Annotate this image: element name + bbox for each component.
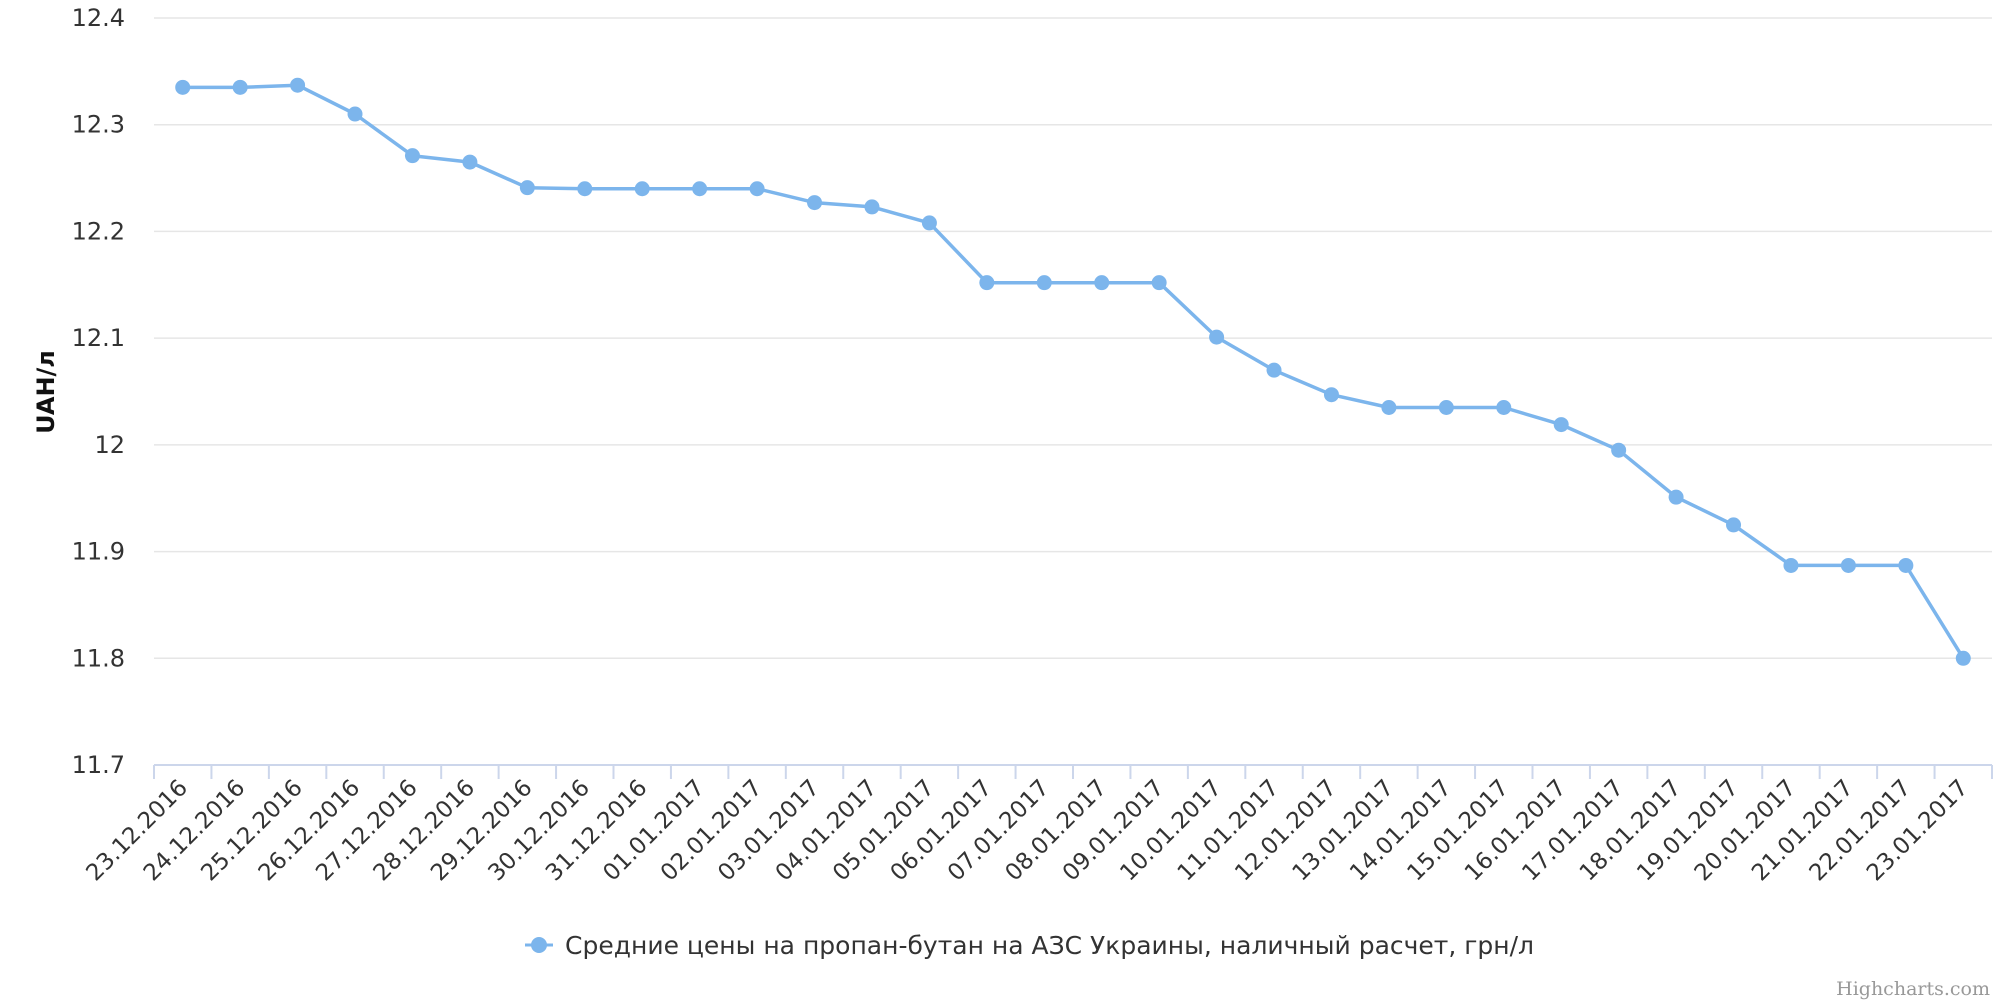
data-point[interactable] xyxy=(692,181,708,197)
data-point[interactable] xyxy=(1726,517,1742,533)
data-point[interactable] xyxy=(1553,417,1569,433)
data-point[interactable] xyxy=(404,148,420,164)
y-tick-label: 12.4 xyxy=(72,4,125,32)
data-point[interactable] xyxy=(1611,442,1627,458)
series-line xyxy=(182,83,1965,660)
series-group[interactable] xyxy=(175,77,1971,666)
data-point[interactable] xyxy=(749,181,765,197)
data-point[interactable] xyxy=(290,77,306,93)
data-point[interactable] xyxy=(807,195,823,211)
data-point[interactable] xyxy=(1266,362,1282,378)
data-point[interactable] xyxy=(921,215,937,231)
data-point[interactable] xyxy=(1783,557,1799,573)
data-point[interactable] xyxy=(1094,275,1110,291)
y-tick-label: 12 xyxy=(94,431,125,459)
x-axis: 23.12.201624.12.201625.12.201626.12.2016… xyxy=(81,764,1993,887)
data-point[interactable] xyxy=(1438,400,1454,416)
data-point[interactable] xyxy=(634,181,650,197)
data-point[interactable] xyxy=(232,79,248,95)
data-point[interactable] xyxy=(1209,329,1225,345)
data-point[interactable] xyxy=(1668,489,1684,505)
data-point[interactable] xyxy=(1840,557,1856,573)
y-axis-title: UAH/л xyxy=(32,350,60,434)
legend-marker-icon xyxy=(531,937,547,953)
data-point[interactable] xyxy=(519,180,535,196)
y-tick-label: 11.9 xyxy=(72,538,125,566)
legend-item-label[interactable]: Средние цены на пропан-бутан на АЗС Укра… xyxy=(565,931,1534,960)
data-point[interactable] xyxy=(462,154,478,170)
data-point[interactable] xyxy=(864,199,880,215)
y-tick-label: 12.3 xyxy=(72,111,125,139)
data-point[interactable] xyxy=(1036,275,1052,291)
data-point[interactable] xyxy=(347,106,363,122)
data-point[interactable] xyxy=(1898,557,1914,573)
data-point[interactable] xyxy=(1151,275,1167,291)
y-axis: 11.7 11.8 11.9 12 12.1 12.2 12.3 12.4 xyxy=(72,4,125,779)
data-point[interactable] xyxy=(577,181,593,197)
credits-link[interactable]: Highcharts.com xyxy=(1836,978,1990,1000)
y-tick-label: 11.8 xyxy=(72,644,125,672)
y-tick-label: 12.2 xyxy=(72,217,125,245)
y-tick-label: 11.7 xyxy=(72,751,125,779)
data-point[interactable] xyxy=(1323,387,1339,403)
data-point[interactable] xyxy=(1381,400,1397,416)
grid-lines xyxy=(154,17,1992,660)
data-point[interactable] xyxy=(175,79,191,95)
data-point[interactable] xyxy=(1955,650,1971,666)
legend[interactable]: Средние цены на пропан-бутан на АЗС Укра… xyxy=(525,931,1534,960)
y-tick-label: 12.1 xyxy=(72,324,125,352)
data-point[interactable] xyxy=(979,275,995,291)
data-point[interactable] xyxy=(1496,400,1512,416)
x-tick-label: 23.01.2017 xyxy=(1862,775,1974,887)
